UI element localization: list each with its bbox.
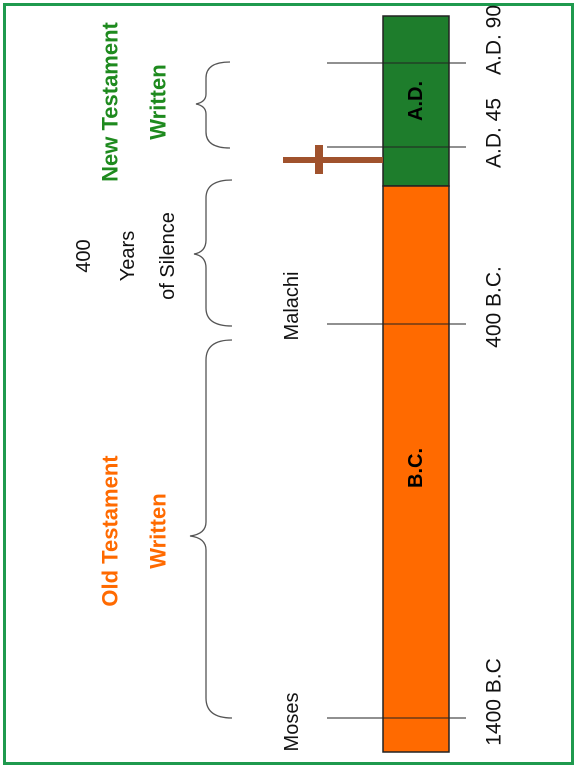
old-testament-brace (189, 339, 233, 719)
cross-icon (283, 145, 383, 174)
date-ad45: A.D. 45 (483, 98, 506, 168)
old-testament-line1: Old Testament (98, 455, 123, 607)
silence-line2: Years (117, 231, 139, 281)
bc-bar-label: B.C. (405, 448, 427, 488)
silence-line3: of Silence (157, 212, 179, 300)
date-1400bc: 1400 B.C (483, 658, 506, 746)
new-testament-line1: New Testament (98, 21, 123, 181)
old-testament-line2: Written (146, 493, 171, 568)
diagram-border (3, 3, 574, 765)
event-moses: Moses (281, 693, 303, 752)
bc-segment (382, 185, 450, 753)
ad-bar-label: A.D. (405, 81, 427, 121)
silence-line1: 400 (73, 239, 95, 272)
silence-brace (193, 179, 233, 327)
date-400bc: 400 B.C. (483, 266, 506, 348)
date-ad90: A.D. 90 (483, 5, 506, 75)
new-testament-brace (195, 61, 231, 149)
event-malachi: Malachi (281, 272, 303, 341)
new-testament-line2: Written (146, 64, 171, 139)
